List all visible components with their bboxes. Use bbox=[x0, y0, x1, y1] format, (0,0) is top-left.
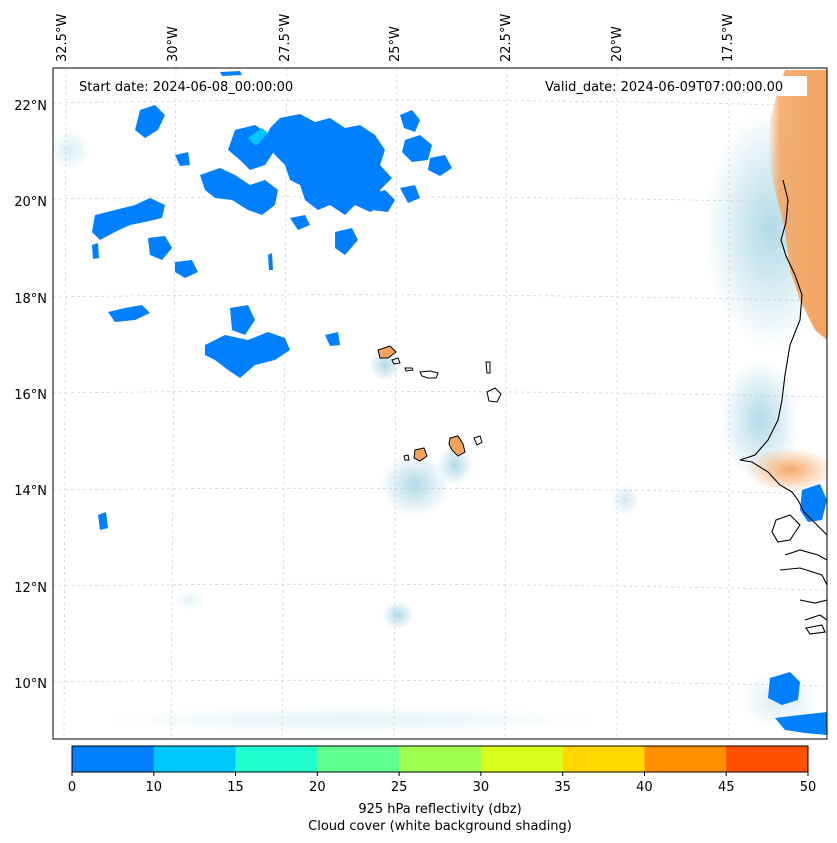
valid-date-box: Valid_date: 2024-06-09T07:00:00.00 bbox=[540, 76, 807, 96]
reflectivity-core bbox=[248, 128, 268, 146]
colorbar-segment bbox=[480, 746, 564, 772]
colorbar-tick-label: 50 bbox=[800, 780, 817, 795]
colorbar-tick-label: 10 bbox=[146, 780, 163, 795]
colorbar-segment bbox=[399, 746, 482, 772]
lat-label: 20°N bbox=[14, 195, 47, 210]
lon-label: 27.5°W bbox=[278, 14, 293, 62]
colorbar-segment bbox=[153, 746, 237, 772]
colorbar-segment bbox=[72, 746, 155, 772]
start-date-text: Start date: 2024-06-08_00:00:00 bbox=[79, 80, 293, 95]
colorbar-segment bbox=[235, 746, 318, 772]
reflectivity-cells bbox=[92, 71, 827, 735]
colorbar: 0 10 15 20 25 30 35 40 45 50 925 hPa reflectivity… bbox=[68, 745, 817, 834]
latitude-labels: 22°N 20°N 18°N 16°N 14°N 12°N 10°N bbox=[14, 99, 47, 692]
colorbar-sublabel: Cloud cover (white background shading) bbox=[308, 819, 572, 834]
lon-label: 17.5°W bbox=[721, 14, 736, 62]
lat-label: 18°N bbox=[14, 292, 47, 307]
lon-label: 25°W bbox=[388, 26, 403, 62]
colorbar-tick-label: 40 bbox=[636, 780, 653, 795]
colorbar-tick-label: 45 bbox=[718, 780, 735, 795]
lat-label: 14°N bbox=[14, 484, 47, 499]
lat-label: 12°N bbox=[14, 581, 47, 596]
lon-label: 20°W bbox=[610, 26, 625, 62]
colorbar-tick-label: 20 bbox=[309, 780, 326, 795]
lon-label: 32.5°W bbox=[55, 14, 70, 62]
colorbar-tick-label: 25 bbox=[391, 780, 408, 795]
lon-label: 30°W bbox=[166, 26, 181, 62]
longitude-labels: 32.5°W 30°W 27.5°W 25°W 22.5°W 20°W 17.5… bbox=[55, 14, 736, 62]
map-area bbox=[52, 67, 828, 740]
valid-date-text: Valid_date: 2024-06-09T07:00:00.00 bbox=[545, 80, 783, 95]
colorbar-tick-label: 0 bbox=[68, 780, 76, 795]
cape-verde-islands bbox=[377, 345, 502, 462]
colorbar-segment bbox=[726, 746, 809, 772]
colorbar-label: 925 hPa reflectivity (dbz) bbox=[358, 802, 521, 817]
start-date-box: Start date: 2024-06-08_00:00:00 bbox=[72, 76, 312, 96]
map-frame bbox=[52, 67, 828, 740]
land-shading bbox=[745, 70, 827, 492]
colorbar-tick-label: 15 bbox=[227, 780, 244, 795]
colorbar-segment bbox=[317, 746, 400, 772]
lat-label: 10°N bbox=[14, 677, 47, 692]
lon-label: 22.5°W bbox=[499, 14, 514, 62]
colorbar-segment bbox=[644, 746, 727, 772]
coastline bbox=[739, 179, 827, 635]
colorbar-tick-label: 30 bbox=[473, 780, 490, 795]
lat-label: 22°N bbox=[14, 99, 47, 114]
colorbar-segment bbox=[562, 746, 645, 772]
colorbar-tick-label: 35 bbox=[554, 780, 571, 795]
lat-label: 16°N bbox=[14, 388, 47, 403]
